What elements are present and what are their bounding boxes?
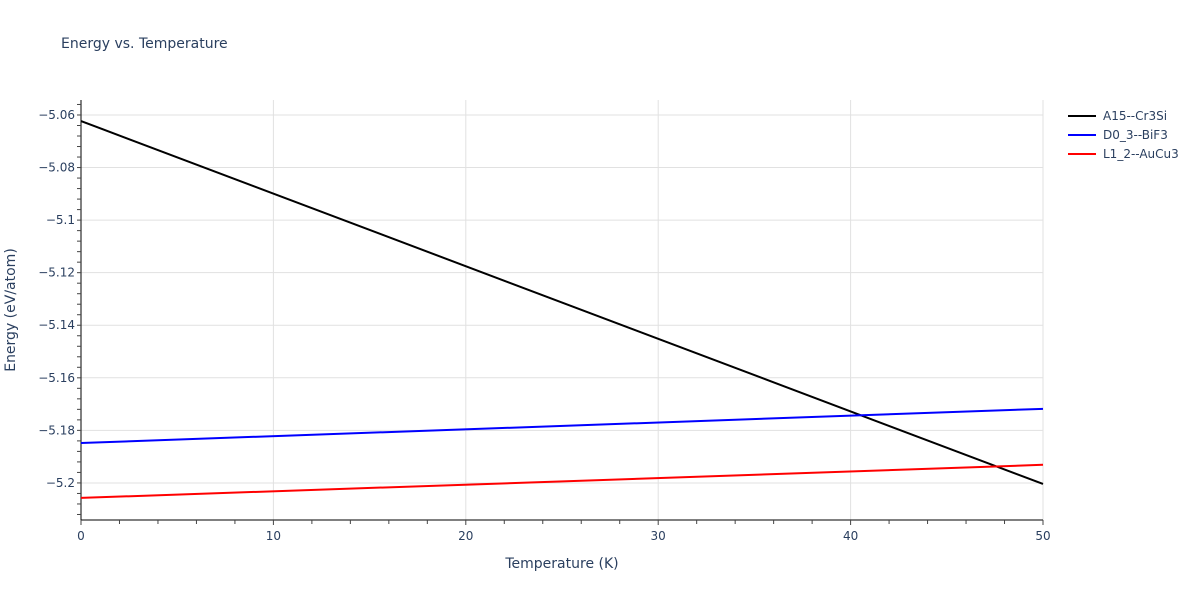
legend: A15--Cr3Si D0_3--BiF3 L1_2--AuCu3: [1068, 106, 1179, 163]
legend-label: A15--Cr3Si: [1103, 108, 1168, 123]
x-tick-label: 40: [843, 529, 858, 543]
x-tick-label: 10: [266, 529, 281, 543]
y-tick-label: −5.16: [38, 371, 75, 385]
y-tick-label: −5.06: [38, 108, 75, 122]
legend-line-icon: [1068, 133, 1096, 136]
legend-label: D0_3--BiF3: [1103, 127, 1168, 142]
y-tick-label: −5.2: [46, 476, 75, 490]
series-line: [80, 407, 1044, 444]
y-axis-label: Energy (eV/atom): [3, 248, 19, 372]
legend-label: L1_2--AuCu3: [1103, 146, 1179, 161]
y-tick-label: −5.12: [38, 266, 75, 280]
x-tick-label: 20: [458, 529, 473, 543]
legend-item[interactable]: D0_3--BiF3: [1068, 125, 1179, 144]
series-line: [80, 463, 1044, 499]
y-tick-label: −5.14: [38, 318, 75, 332]
legend-line-icon: [1068, 114, 1096, 117]
y-tick-label: −5.18: [38, 423, 75, 437]
x-tick-label: 30: [651, 529, 666, 543]
legend-item[interactable]: A15--Cr3Si: [1068, 106, 1179, 125]
x-tick-label: 0: [77, 529, 85, 543]
y-tick-label: −5.08: [38, 161, 75, 175]
legend-item[interactable]: L1_2--AuCu3: [1068, 144, 1179, 163]
y-tick-label: −5.1: [46, 213, 75, 227]
chart-title: Energy vs. Temperature: [61, 36, 228, 52]
x-axis-label: Temperature (K): [504, 556, 618, 572]
x-tick-label: 50: [1035, 529, 1050, 543]
legend-line-icon: [1068, 152, 1096, 155]
series-line: [80, 120, 1044, 485]
